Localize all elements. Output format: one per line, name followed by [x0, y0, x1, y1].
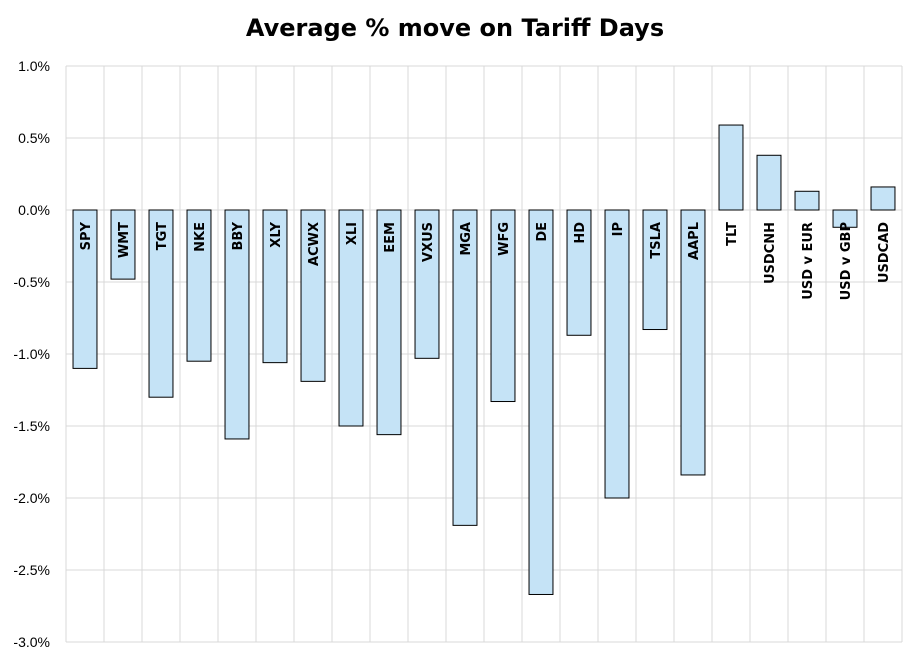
x-tick-label: DE — [535, 222, 550, 242]
y-tick-label: 0.0% — [18, 202, 50, 218]
bar — [490, 209, 516, 403]
bar — [832, 209, 858, 228]
x-tick-label: USDCNH — [763, 222, 778, 284]
x-tick-label: ACWX — [307, 222, 322, 266]
y-tick-label: -1.0% — [13, 346, 50, 362]
y-tick-label: 0.5% — [18, 130, 50, 146]
x-tick-label: XLY — [269, 221, 284, 247]
x-tick-label: IP — [611, 222, 626, 236]
bar — [718, 124, 744, 211]
bar — [566, 209, 592, 336]
bar — [794, 190, 820, 211]
y-tick-label: -2.0% — [13, 490, 50, 506]
bar — [300, 209, 326, 382]
bar — [870, 186, 896, 211]
bar — [148, 209, 174, 398]
bar — [756, 154, 782, 211]
y-tick-label: -3.0% — [13, 634, 50, 650]
bar — [262, 209, 288, 364]
bar — [338, 209, 364, 427]
y-tick-label: -0.5% — [13, 274, 50, 290]
bar — [604, 209, 630, 499]
bar — [680, 209, 706, 476]
x-tick-label: MGA — [459, 222, 474, 256]
x-tick-label: USD v EUR — [801, 222, 816, 300]
x-tick-label: EEM — [383, 222, 398, 253]
bar — [186, 209, 212, 362]
x-tick-label: AAPL — [687, 222, 702, 260]
x-tick-label: TLT — [725, 222, 740, 246]
x-tick-label: NKE — [193, 222, 208, 252]
x-tick-label: HD — [573, 222, 588, 244]
bar — [110, 209, 136, 280]
x-tick-label: USDCAD — [877, 222, 892, 283]
x-tick-label: WMT — [117, 222, 132, 258]
y-tick-label: -1.5% — [13, 418, 50, 434]
x-tick-label: XLI — [345, 222, 360, 245]
bar — [72, 209, 98, 369]
bar — [642, 209, 668, 331]
bar — [414, 209, 440, 359]
y-tick-label: 1.0% — [18, 58, 50, 74]
y-tick-label: -2.5% — [13, 562, 50, 578]
bar — [224, 209, 250, 440]
x-tick-label: USD v GBP — [839, 222, 854, 300]
x-tick-label: VXUS — [421, 222, 436, 262]
x-tick-label: TSLA — [649, 222, 664, 259]
bar — [452, 209, 478, 526]
x-tick-label: WFG — [497, 222, 512, 256]
bar — [528, 209, 554, 595]
bar — [376, 209, 402, 436]
x-tick-label: TGT — [155, 222, 170, 250]
x-tick-label: BBY — [231, 221, 246, 250]
chart-title: Average % move on Tariff Days — [245, 14, 665, 42]
x-tick-label: SPY — [79, 221, 94, 250]
